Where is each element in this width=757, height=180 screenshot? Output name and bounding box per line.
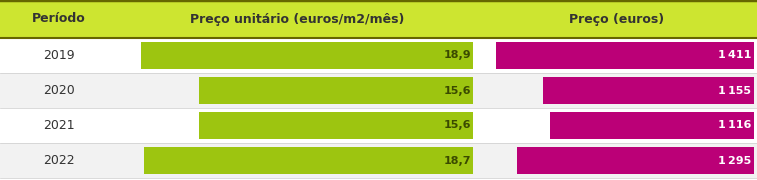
Bar	[0, 38, 757, 73]
Bar	[543, 77, 754, 104]
Bar	[144, 147, 473, 174]
Bar	[550, 112, 754, 139]
Text: 15,6: 15,6	[444, 86, 471, 96]
Bar	[141, 42, 473, 69]
Text: 2020: 2020	[43, 84, 74, 97]
Text: 2022: 2022	[43, 154, 74, 167]
Bar	[0, 0, 757, 38]
Bar	[517, 147, 754, 174]
Text: Período: Período	[32, 12, 86, 26]
Bar	[0, 108, 757, 143]
Text: Preço (euros): Preço (euros)	[569, 12, 665, 26]
Bar	[0, 143, 757, 178]
Text: 15,6: 15,6	[444, 120, 471, 130]
Text: 1 116: 1 116	[718, 120, 751, 130]
Text: 1 295: 1 295	[718, 156, 751, 165]
Text: 2019: 2019	[43, 49, 74, 62]
Bar	[0, 73, 757, 108]
Bar	[198, 77, 473, 104]
Text: Preço unitário (euros/m2/mês): Preço unitário (euros/m2/mês)	[190, 12, 404, 26]
Bar	[496, 42, 754, 69]
Text: 18,7: 18,7	[444, 156, 471, 165]
Text: 1 411: 1 411	[718, 51, 751, 60]
Text: 1 155: 1 155	[718, 86, 751, 96]
Text: 18,9: 18,9	[444, 51, 471, 60]
Bar	[198, 112, 473, 139]
Text: 2021: 2021	[43, 119, 74, 132]
